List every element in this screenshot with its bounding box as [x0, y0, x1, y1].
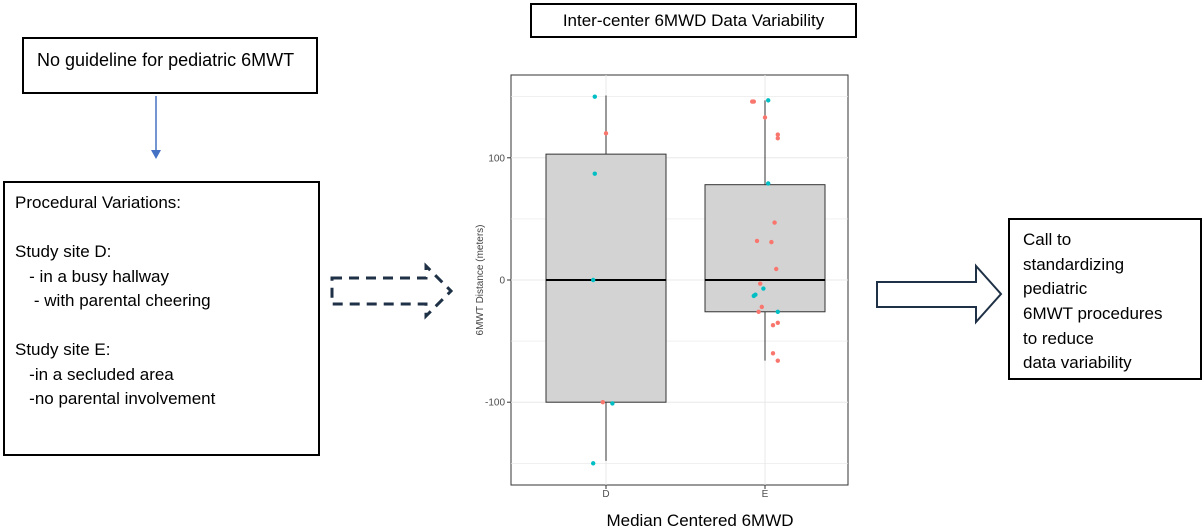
data-point [770, 351, 776, 356]
data-point [774, 266, 779, 272]
call-line: to reduce [1023, 328, 1094, 348]
call-line: Call to [1023, 230, 1072, 249]
data-point [610, 401, 615, 406]
data-point [751, 99, 756, 104]
guideline-box: No guideline for pediatric 6MWT [22, 37, 318, 94]
x-tick-label: D [602, 489, 609, 500]
procedures-line: - with parental cheering [15, 291, 211, 310]
box-iqr [545, 153, 667, 403]
data-point [758, 281, 763, 286]
data-point [775, 132, 780, 137]
call-line: 6MWT procedures [1023, 304, 1163, 324]
data-point [775, 309, 780, 314]
data-point [591, 277, 596, 283]
chart-title-text: Inter-center 6MWD Data Variability [562, 11, 825, 30]
call-line: pediatric [1023, 279, 1088, 299]
boxes [545, 95, 826, 461]
data-point [592, 94, 597, 99]
chart-title: Inter-center 6MWD Data Variability [530, 3, 857, 38]
procedures-line: Study site D: [15, 242, 112, 261]
data-point [775, 320, 780, 325]
data-point [754, 238, 760, 244]
y-axis-label: 6MWT Distance (meters) [475, 225, 486, 336]
procedures-line: -in a secluded area [15, 364, 174, 384]
data-point [756, 309, 761, 314]
data-point [766, 181, 771, 186]
procedural-variations-box: Procedural Variations: Study site D: - i… [3, 181, 320, 456]
procedures-line: -no parental involvement [15, 389, 216, 408]
procedures-line: - in a busy hallway [15, 266, 170, 286]
box-iqr [704, 184, 826, 313]
data-point [600, 400, 605, 405]
procedures-line: Procedural Variations: [15, 193, 181, 212]
data-point [775, 358, 780, 363]
x-axis-label: Median Centered 6MWD [606, 511, 794, 530]
data-points [591, 94, 780, 466]
call-line: standardizing [1023, 254, 1125, 274]
guideline-text: No guideline for pediatric 6MWT [37, 50, 295, 70]
data-point [769, 239, 774, 245]
dashed-right-arrow-icon [330, 262, 454, 320]
outline-right-arrow-icon [876, 263, 1003, 325]
data-point [766, 98, 771, 103]
data-point [759, 304, 764, 310]
data-point [772, 220, 777, 225]
data-point [761, 286, 766, 291]
y-tick-label: 100 [488, 153, 505, 164]
data-point [603, 131, 609, 136]
data-point [775, 136, 780, 141]
data-point [592, 171, 597, 176]
data-point [762, 115, 768, 120]
y-tick-label: 0 [499, 276, 505, 287]
x-tick-label: E [762, 489, 769, 500]
procedures-line: Study site E: [15, 340, 111, 359]
y-tick-label: -100 [485, 398, 505, 409]
down-arrow-icon [151, 96, 161, 159]
call-to-action-box: Call to standardizing pediatric 6MWT pro… [1008, 218, 1202, 380]
data-point [770, 323, 776, 328]
data-point [591, 461, 596, 466]
y-axis-ticks: -100 0 100 [485, 153, 511, 409]
call-line: data variability [1023, 353, 1132, 373]
data-point [753, 292, 758, 297]
